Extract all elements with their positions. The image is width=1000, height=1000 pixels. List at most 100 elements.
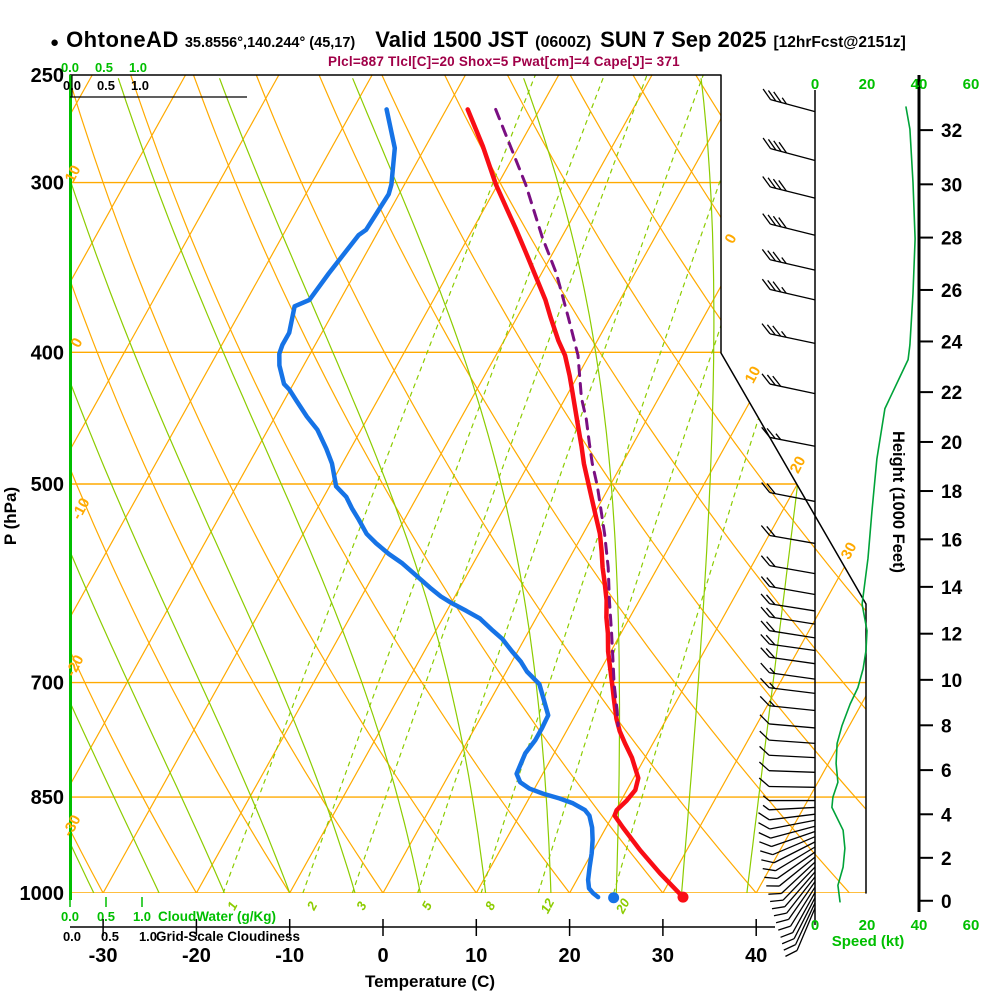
wind-barb-staff	[769, 383, 816, 395]
wind-barb-staff	[769, 603, 816, 612]
isotherm-label: 10	[742, 364, 765, 387]
temperature-tick-label: 0	[377, 945, 388, 967]
wind-barb-feather	[783, 944, 796, 951]
wind-barb-feather	[760, 677, 770, 689]
temperature-curve	[465, 107, 686, 900]
wind-barb-staff	[769, 754, 816, 759]
height-tick-label: 32	[941, 121, 962, 142]
moist-adiabat-line	[70, 78, 160, 893]
wind-barb-staff	[773, 841, 816, 864]
cloudiness-bottom-tick-label: 1.0	[139, 929, 157, 944]
dry-adiabat-line	[318, 75, 851, 893]
wind-barb-feather	[778, 925, 791, 931]
wind-barb-staff	[769, 672, 816, 680]
wind-barb-feather	[773, 91, 782, 103]
cloudiness-bottom-tick-label: 0.0	[63, 929, 81, 944]
wind-barb-half-feather	[775, 433, 782, 440]
temperature-tick-label: 20	[558, 945, 580, 967]
wind-barb-feather	[762, 137, 772, 149]
pressure-tick-label: 850	[31, 787, 64, 809]
cloudwater-top-tick-label: 1.0	[129, 60, 147, 75]
wind-barb-feather	[762, 176, 771, 188]
wind-barb-feather	[766, 556, 776, 567]
wind-barb-staff	[770, 825, 816, 839]
wind-barb-feather	[761, 859, 775, 864]
moist-adiabat-line	[219, 78, 487, 893]
speed-tick-label-top: 20	[859, 76, 876, 93]
wind-barb-feather	[767, 177, 777, 189]
wind-barb-staff	[769, 739, 816, 745]
dry-adiabat-line	[0, 75, 10, 893]
wind-barb-staff	[794, 902, 816, 945]
valid-time-utc: (0600Z)	[535, 34, 592, 51]
height-tick-label: 28	[941, 229, 962, 250]
wind-barb-feather	[760, 850, 773, 856]
wind-barb-feather	[759, 714, 770, 725]
dry-adiabat-line	[70, 75, 291, 893]
wind-barb-staff	[769, 585, 816, 596]
wind-barb-staff	[769, 770, 816, 773]
wind-barb-staff	[769, 333, 816, 345]
height-tick-label: 2	[941, 849, 952, 870]
wind-barb-staff	[796, 907, 816, 951]
wind-barb-feather	[772, 281, 782, 293]
wind-barb-feather	[765, 647, 776, 659]
wind-barb-staff	[769, 806, 816, 811]
wind-barb-feather	[760, 576, 771, 587]
mixing-ratio-label: 2	[303, 898, 320, 913]
wind-barb-feather	[761, 373, 771, 385]
valid-time: Valid 1500 JST	[375, 27, 529, 52]
wind-barb-feather	[773, 140, 782, 152]
height-tick-label: 4	[941, 805, 952, 826]
wind-barb-feather	[762, 868, 776, 872]
height-tick-label: 30	[941, 175, 962, 196]
wind-barb-staff	[770, 223, 816, 236]
wind-barb-feather	[771, 906, 785, 910]
station-coordinates: 35.8556°,140.244° (45,17)	[184, 35, 356, 51]
wind-barb-feather	[761, 278, 771, 290]
wind-barb-feather	[760, 555, 771, 567]
wind-barb-half-feather	[762, 804, 770, 811]
wind-barb-feather	[767, 280, 777, 292]
dry-adiabat-label: -30	[59, 812, 84, 839]
moist-adiabat-line	[70, 78, 291, 893]
wind-barb-staff	[770, 186, 816, 199]
pressure-tick-label: 1000	[20, 883, 65, 905]
wind-barb-staff	[769, 723, 816, 729]
isotherm-line	[755, 75, 866, 893]
wind-barb-half-feather	[781, 257, 787, 264]
dry-adiabat-line	[70, 75, 384, 893]
wind-barb-staff	[776, 851, 816, 879]
wind-barb-staff	[780, 861, 816, 894]
mixing-ratio-line	[302, 75, 605, 893]
dewpoint-curve	[277, 107, 601, 900]
mixing-ratio-line	[351, 75, 648, 893]
cloudwater-top-tick-label: 0.5	[95, 60, 113, 75]
wind-barb-staff	[769, 630, 816, 639]
wind-barb-staff	[784, 871, 816, 908]
wind-barb-staff	[769, 436, 816, 447]
wind-barb-staff	[769, 643, 816, 652]
dry-adiabat-line	[444, 75, 866, 893]
height-tick-label: 16	[941, 530, 962, 551]
cloudiness-top-tick-label: 0.0	[63, 78, 81, 93]
speed-tick-label-top: 0	[811, 76, 819, 93]
height-tick-label: 14	[941, 578, 963, 599]
wind-barb-feather	[767, 214, 777, 226]
moist-adiabat-line	[70, 78, 225, 893]
wind-barb-staff	[769, 534, 816, 545]
wind-barb-staff	[782, 866, 816, 901]
wind-barb-half-feather	[769, 700, 776, 707]
wind-barb-half-feather	[781, 330, 787, 338]
dry-adiabat-line	[70, 75, 477, 893]
moist-adiabat-line	[746, 78, 841, 893]
station-bullet-icon: ●	[50, 34, 60, 51]
isotherm-line	[662, 75, 866, 893]
sounding-indices: Plcl=887 Tlcl[C]=20 Shox=5 Pwat[cm]=4 Ca…	[328, 54, 680, 69]
wind-barb-half-feather	[781, 286, 787, 294]
wind-barb-feather	[775, 918, 789, 924]
wind-barb-feather	[772, 215, 782, 228]
wind-barb-feather	[761, 482, 771, 494]
moist-adiabat-line	[681, 78, 715, 893]
